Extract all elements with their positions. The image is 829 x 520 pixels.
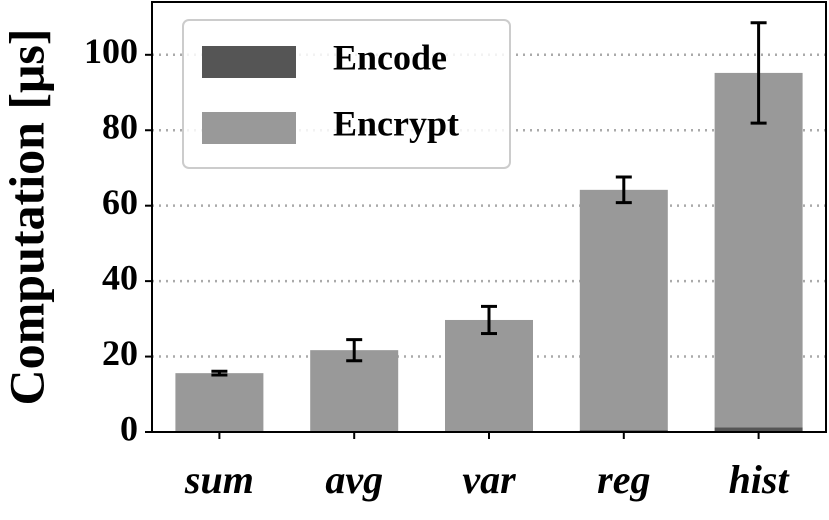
y-tick-label: 0 (120, 408, 138, 448)
legend-label: Encode (333, 37, 447, 77)
bar-segment (714, 72, 803, 428)
y-tick-label: 60 (102, 182, 138, 222)
legend-swatch (202, 46, 296, 78)
y-tick-label: 80 (102, 107, 138, 147)
legend-label: Encrypt (333, 103, 459, 143)
x-tick-label: hist (729, 457, 791, 502)
x-tick-label: reg (597, 457, 650, 502)
y-tick-label: 100 (84, 31, 138, 71)
bar-segment (579, 189, 668, 431)
y-axis-label: Computation [μs] (0, 29, 54, 406)
x-tick-label: avg (325, 457, 383, 502)
plot-frame (151, 1, 827, 433)
bar-segment (175, 373, 264, 432)
bar-segment (310, 350, 399, 432)
bar-segment (714, 427, 803, 432)
x-tick-label: var (462, 457, 516, 502)
legend-swatch (202, 112, 296, 144)
x-tick-label: sum (184, 457, 254, 502)
y-tick-label: 20 (102, 333, 138, 373)
y-tick-label: 40 (102, 257, 138, 297)
bar-segment (445, 319, 533, 432)
